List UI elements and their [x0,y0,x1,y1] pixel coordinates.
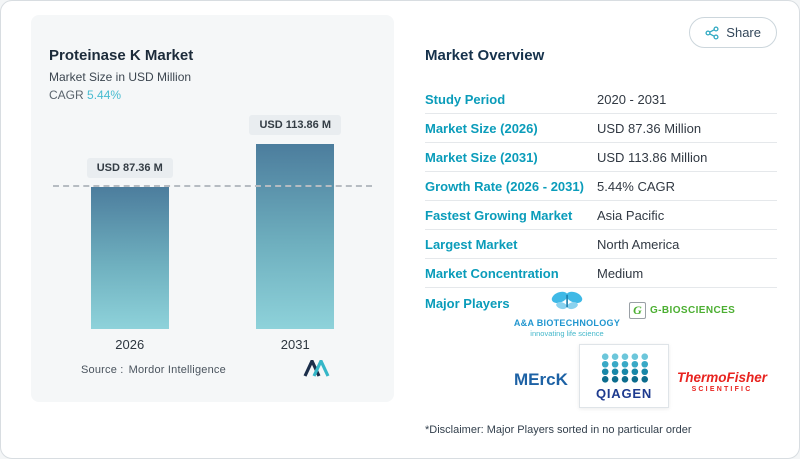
thermo-fisher-wordmark: ThermoFisher [677,370,768,385]
player-logo-aa-biotechnology: A&A BIOTECHNOLOGY innovating life scienc… [511,290,623,338]
g-biosciences-mark: G [629,302,646,319]
bar-group-2026: USD 87.36 M [47,158,213,329]
bar-value-label: USD 113.86 M [249,115,342,135]
table-row: Fastest Growing Market Asia Pacific [425,201,777,230]
aa-biotechnology-wordmark: A&A BIOTECHNOLOGY [513,318,621,328]
row-value: North America [597,236,680,252]
source-label: Source : [81,364,124,376]
row-value: Medium [597,265,644,281]
row-label: Growth Rate (2026 - 2031) [425,178,584,194]
share-button[interactable]: Share [689,17,777,48]
chart-title: Proteinase K Market [49,47,194,64]
table-row: Largest Market North America [425,230,777,259]
row-label: Market Concentration [425,265,559,281]
overview-table: Study Period 2020 - 2031 Market Size (20… [425,85,777,288]
reference-line [53,185,372,187]
chart-bar [90,187,169,329]
row-label: Study Period [425,91,506,107]
row-value: 5.44% CAGR [597,178,676,194]
row-label: Market Size (2031) [425,149,538,165]
g-biosciences-wordmark: G-BIOSCIENCES [650,305,736,316]
butterfly-icon [551,291,583,310]
share-icon [705,25,719,40]
table-row: Study Period 2020 - 2031 [425,85,777,114]
chart-subtitle: Market Size in USD Million [49,70,192,84]
disclaimer: *Disclaimer: Major Players sorted in no … [425,424,692,436]
chart-bar [256,144,335,329]
row-value: Asia Pacific [597,207,665,223]
major-players-label: Major Players [425,296,510,311]
player-logo-thermo-fisher: ThermoFisher SCIENTIFIC [677,370,767,393]
row-label: Largest Market [425,236,518,252]
cagr-label: CAGR [49,88,84,102]
bar-group-2031: USD 113.86 M [213,115,379,329]
table-row: Market Size (2031) USD 113.86 Million [425,143,777,172]
row-value: USD 113.86 Million [597,149,708,165]
qiagen-wordmark: QIAGEN [595,385,653,401]
x-axis-labels: 2026 2031 [47,337,378,352]
qiagen-dot-grid [601,352,648,383]
table-row: Growth Rate (2026 - 2031) 5.44% CAGR [425,172,777,201]
cagr-value: 5.44% [87,88,122,102]
player-logo-qiagen: QIAGEN [579,344,669,408]
player-logo-merck: MErcK [514,370,568,389]
share-label: Share [726,25,761,40]
table-row: Market Concentration Medium [425,259,777,288]
source-line: Source : Mordor Intelligence [81,364,226,376]
row-value: USD 87.36 Million [597,120,702,136]
player-logo-g-biosciences: G G-BIOSCIENCES [629,302,735,319]
table-row: Market Size (2026) USD 87.36 Million [425,114,777,143]
row-value: 2020 - 2031 [597,91,667,107]
market-snapshot-card: Proteinase K Market Market Size in USD M… [31,15,394,402]
cagr-line: CAGR 5.44% [49,88,121,102]
thermo-fisher-scientific-label: SCIENTIFIC [691,386,753,393]
x-tick-2026: 2026 [115,337,145,352]
bar-value-label: USD 87.36 M [86,158,173,178]
bar-chart: USD 87.36 M USD 113.86 M [47,111,378,329]
x-tick-2031: 2031 [280,337,310,352]
row-label: Fastest Growing Market [425,207,573,223]
source-name: Mordor Intelligence [128,364,226,376]
mordor-intelligence-logo [303,360,330,377]
row-label: Market Size (2026) [425,120,538,136]
aa-biotechnology-tagline: innovating life science [530,329,604,338]
overview-title: Market Overview [425,47,545,64]
